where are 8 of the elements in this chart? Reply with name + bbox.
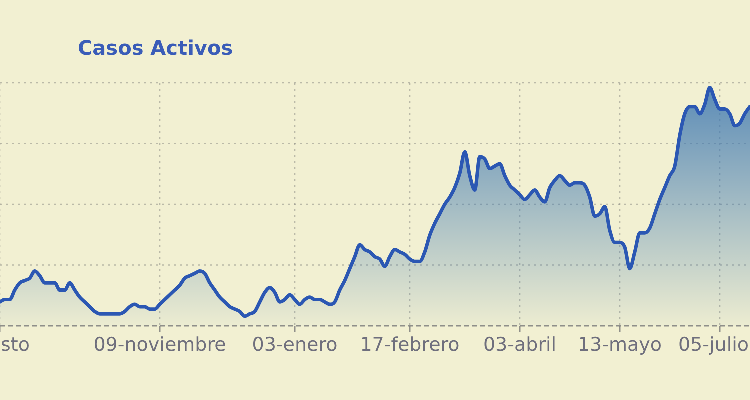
x-tick-label: 17-febrero (360, 334, 460, 356)
x-tick-label: 03-enero (252, 334, 338, 356)
x-tick-label: 09-noviembre (94, 334, 226, 356)
x-tick-label: 03-abril (483, 334, 557, 356)
chart-title: Casos Activos (78, 36, 234, 60)
x-tick-label: 13-mayo (578, 334, 662, 356)
x-tick-label: 05-julio (678, 334, 750, 356)
x-tick-label: sto (0, 334, 30, 356)
